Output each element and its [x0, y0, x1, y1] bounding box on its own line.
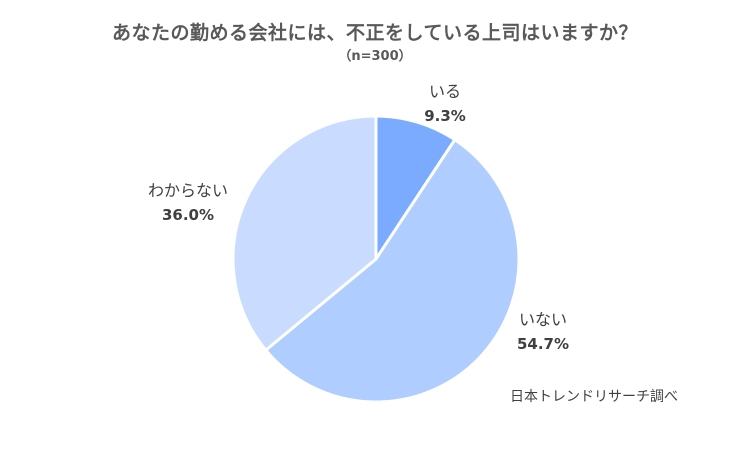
source-note: 日本トレンドリサーチ調べ	[510, 389, 678, 405]
pie-slice-1	[374, 114, 457, 261]
pie-slice-3	[231, 114, 378, 352]
slice-value-3: 36.0%	[162, 206, 214, 224]
pie-slice-2	[264, 138, 521, 404]
slice-label-2: いない	[519, 310, 567, 329]
slice-value-1: 9.3%	[424, 107, 466, 125]
slice-label-1: いる	[429, 82, 461, 101]
slice-label-3: わからない	[148, 181, 228, 200]
chart-title: あなたの勤める会社には、不正をしている上司はいますか？	[112, 22, 638, 44]
slice-value-2: 54.7%	[517, 335, 569, 353]
chart-subtitle: （n=300）	[338, 49, 412, 64]
